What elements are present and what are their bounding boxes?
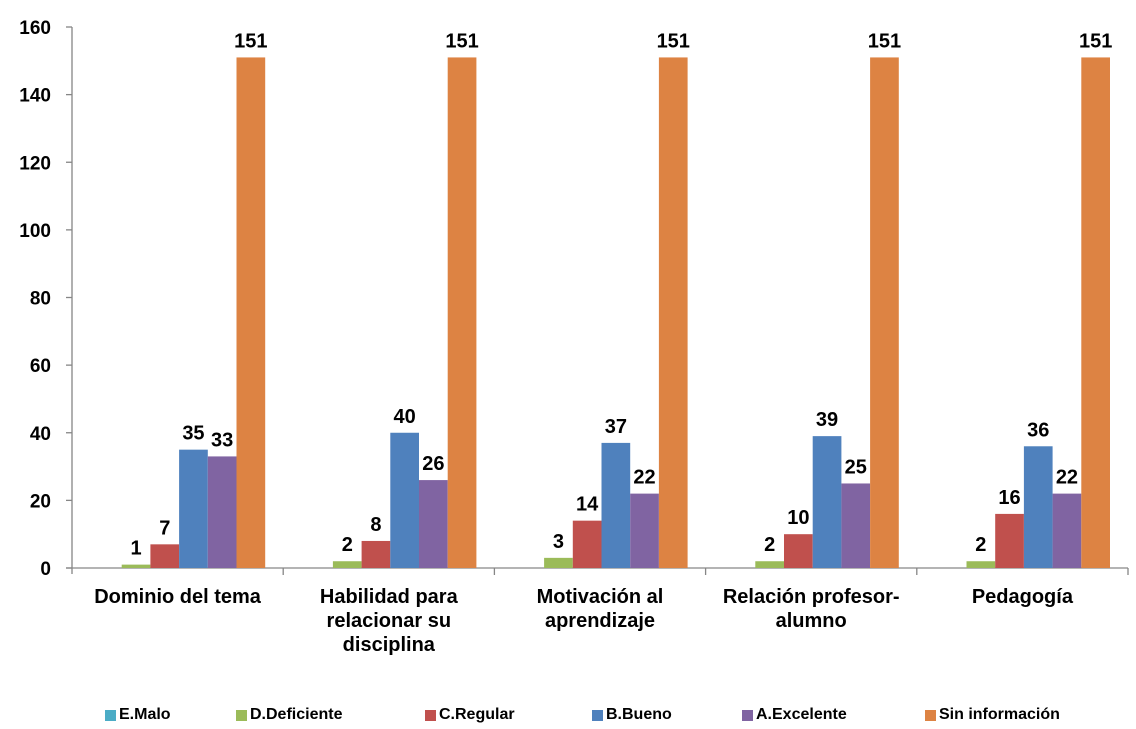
chart-legend: E.Malo D.Deficiente C.Regular B.Bueno A.Exce… [0, 706, 1136, 728]
x-tick-label-line: Relación profesor- [722, 586, 900, 608]
bar-A.Excelente [207, 456, 237, 568]
bar-A.Excelente [1052, 493, 1082, 568]
y-tick-label: 80 [30, 289, 51, 310]
x-tick-label-line: alumno [775, 610, 847, 632]
legend-label: B.Bueno [606, 706, 672, 723]
legend-item: A.Excelente [742, 706, 847, 724]
legend-label: A.Excelente [756, 706, 847, 723]
bar-Sin información [658, 57, 688, 569]
y-tick-label: 120 [19, 153, 51, 174]
data-label: 16 [998, 487, 1020, 509]
x-tick-label-line: aprendizaje [544, 610, 656, 632]
bar-B.Bueno [390, 432, 419, 568]
bar-D.Deficiente [755, 561, 784, 568]
data-label: 10 [787, 507, 809, 529]
data-label: 3 [553, 531, 564, 553]
x-tick-label-line: Motivación al [536, 586, 664, 608]
bar-A.Excelente [630, 493, 659, 568]
y-tick-label: 20 [30, 491, 51, 512]
data-label: 151 [234, 30, 267, 52]
bar-Sin información [870, 57, 899, 569]
data-label: 33 [211, 429, 233, 451]
bar-C.Regular [784, 534, 813, 568]
data-label: 2 [764, 534, 775, 556]
legend-label: D.Deficiente [250, 706, 343, 723]
y-tick-label: 140 [19, 86, 51, 107]
data-label: 39 [816, 409, 838, 431]
bar-D.Deficiente [332, 561, 362, 568]
legend-swatch [742, 709, 753, 721]
bar-D.Deficiente [121, 564, 151, 568]
bar-B.Bueno [601, 442, 631, 568]
y-tick-label: 40 [30, 424, 51, 445]
x-tick-label: Dominio del tema [78, 585, 278, 609]
legend-item: Sin información [925, 706, 1060, 724]
legend-item: E.Malo [105, 706, 171, 724]
data-label: 40 [394, 406, 416, 428]
data-label: 151 [1079, 30, 1112, 52]
data-label: 151 [657, 30, 690, 52]
bar-D.Deficiente [544, 557, 573, 568]
data-label: 36 [1027, 419, 1049, 441]
legend-item: B.Bueno [592, 706, 672, 724]
x-tick-label-line: Habilidad para [319, 586, 458, 608]
bar-C.Regular [150, 544, 180, 568]
data-label: 14 [576, 494, 599, 516]
legend-item: D.Deficiente [236, 706, 342, 724]
data-label: 151 [868, 30, 901, 52]
data-label: 7 [159, 517, 170, 539]
legend-item: C.Regular [425, 706, 515, 724]
bar-C.Regular [572, 520, 602, 568]
data-label: 25 [845, 456, 867, 478]
data-label: 37 [605, 416, 627, 438]
data-label: 8 [370, 514, 381, 536]
bar-Sin información [447, 57, 477, 569]
legend-swatch [105, 709, 116, 721]
data-label: 1 [130, 538, 141, 560]
legend-swatch [425, 709, 436, 721]
legend-swatch [925, 709, 936, 721]
bar-A.Excelente [841, 483, 871, 568]
bar-Sin información [1081, 57, 1110, 569]
x-tick-label: Motivación al aprendizaje [500, 585, 700, 633]
x-tick-label-line: Pedagogía [971, 586, 1073, 608]
x-tick-label: Pedagogía [922, 585, 1122, 609]
legend-label: Sin información [939, 706, 1060, 723]
legend-label: E.Malo [119, 706, 171, 723]
x-tick-label-line: disciplina [342, 634, 435, 656]
bar-B.Bueno [1023, 446, 1053, 568]
data-label: 22 [633, 467, 655, 489]
bar-B.Bueno [812, 436, 842, 568]
data-label: 2 [342, 534, 353, 556]
x-tick-label-line: Dominio del tema [94, 586, 261, 608]
x-tick-label: Relación profesor-alumno [711, 585, 911, 633]
y-tick-label: 60 [30, 356, 51, 377]
bar-D.Deficiente [966, 561, 996, 568]
data-label: 151 [445, 30, 478, 52]
legend-swatch [592, 709, 603, 721]
data-label: 2 [975, 534, 986, 556]
data-label: 26 [422, 453, 444, 475]
y-tick-label: 0 [40, 559, 51, 580]
data-label: 22 [1056, 467, 1078, 489]
legend-label: C.Regular [439, 706, 515, 723]
chart-bars [121, 57, 1110, 569]
bar-B.Bueno [179, 449, 208, 568]
y-tick-label: 100 [19, 221, 51, 242]
bar-C.Regular [361, 540, 391, 568]
x-tick-label: Habilidad para relacionar su disciplina [289, 585, 489, 657]
x-tick-label-line: relacionar su [326, 610, 452, 632]
legend-swatch [236, 709, 247, 721]
bar-A.Excelente [419, 480, 448, 568]
bar-Sin información [236, 57, 266, 569]
y-tick-label: 160 [19, 18, 51, 39]
bar-C.Regular [995, 513, 1024, 568]
data-label: 35 [182, 423, 204, 445]
